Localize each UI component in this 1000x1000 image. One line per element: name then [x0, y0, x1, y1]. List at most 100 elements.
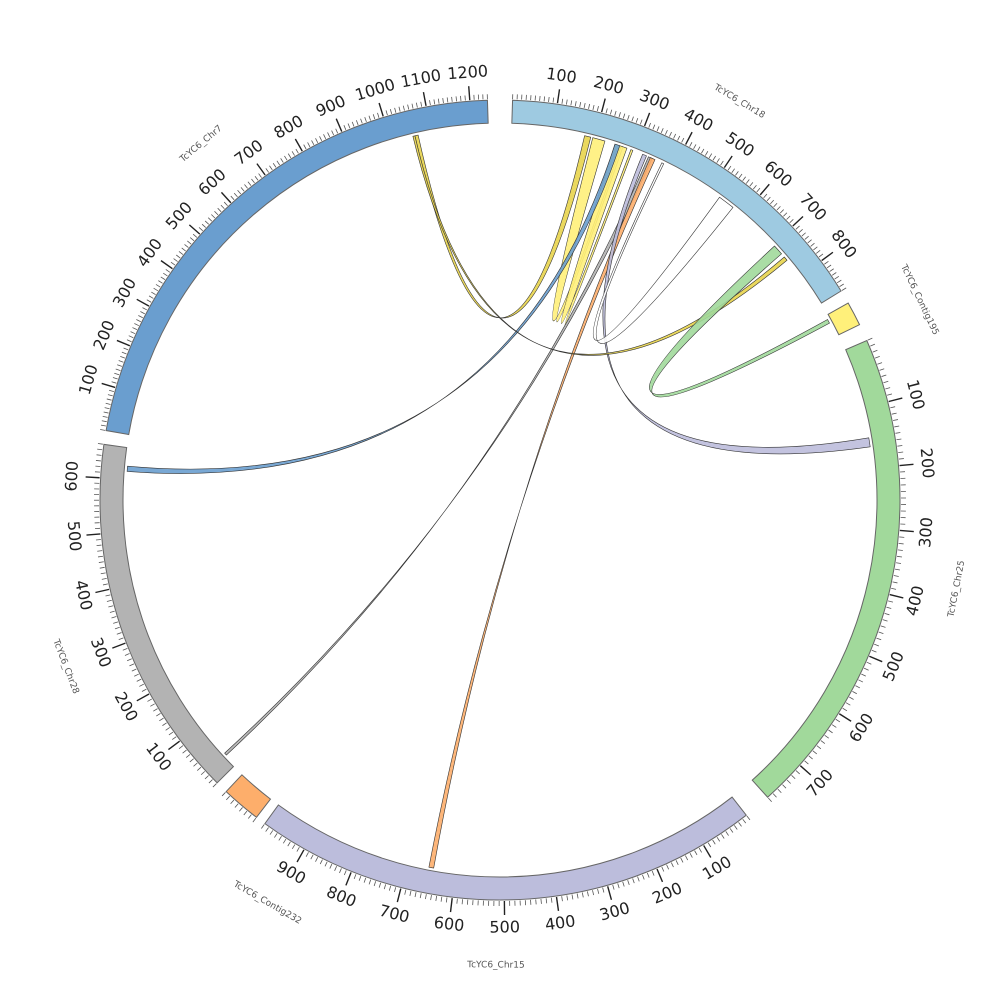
tick-mark: [414, 892, 417, 898]
tick-mark: [185, 754, 191, 758]
segment-label-contig232: TcYC6_Contig232: [231, 879, 303, 927]
tick-label: 100: [903, 378, 929, 412]
tick-label: 100: [699, 852, 735, 884]
tick-mark: [570, 100, 573, 106]
tick-mark: [897, 445, 903, 447]
tick-mark: [789, 219, 794, 224]
tick-mark: [388, 885, 392, 891]
tick-mark: [824, 260, 829, 265]
tick-mark: [343, 870, 347, 876]
ideogram-chr7: [105, 99, 489, 436]
tick-mark: [150, 703, 155, 707]
tick-mark: [698, 847, 702, 853]
tick-label: 400: [71, 578, 96, 612]
tick-label: 100: [75, 362, 102, 397]
tick-mark: [888, 397, 903, 403]
tick-mark: [708, 153, 713, 159]
tick-mark: [605, 108, 608, 114]
tick-mark: [294, 138, 303, 152]
tick-mark: [689, 142, 693, 147]
tick-label: 100: [142, 739, 176, 775]
tick-mark: [116, 632, 122, 635]
tick-mark: [402, 105, 405, 111]
tick-label: 600: [194, 165, 229, 200]
tick-mark: [555, 896, 560, 911]
tick-label: 100: [545, 64, 578, 87]
tick-mark: [287, 153, 292, 159]
tick-mark: [779, 209, 784, 214]
tick-mark: [583, 102, 586, 109]
tick-mark: [310, 854, 314, 860]
tick-mark: [198, 227, 204, 232]
ideogram-chr25: [751, 339, 901, 798]
tick-label: 200: [649, 878, 685, 907]
tick-label: 200: [89, 317, 118, 353]
tick-mark: [451, 96, 453, 102]
tick-mark: [311, 140, 315, 146]
tick-mark: [639, 119, 643, 125]
tick-mark: [734, 825, 738, 830]
tick-label: 400: [133, 235, 166, 271]
tick-mark: [642, 874, 645, 880]
tick-mark: [108, 605, 114, 608]
tick-mark: [783, 212, 788, 217]
tick-mark: [576, 893, 579, 899]
tick-mark: [243, 810, 248, 816]
tick-mark: [872, 349, 878, 353]
tick-mark: [795, 225, 800, 230]
tick-mark: [102, 583, 108, 586]
tick-mark: [550, 897, 553, 903]
tick-mark: [112, 642, 126, 649]
tick-mark: [112, 377, 118, 380]
tick-mark: [171, 736, 177, 740]
tick-mark: [261, 824, 265, 829]
tick-mark: [725, 831, 729, 836]
tick-mark: [581, 892, 584, 898]
tick-mark: [217, 207, 222, 213]
tick-mark: [574, 101, 577, 107]
tick-mark: [95, 588, 110, 594]
tick-mark: [345, 872, 352, 886]
tick-mark: [280, 158, 284, 163]
tick-mark: [727, 165, 732, 171]
tick-mark: [247, 181, 252, 186]
tick-mark: [120, 355, 126, 359]
tick-mark: [440, 896, 443, 902]
tick-mark: [419, 893, 422, 899]
ticks-contig232: [221, 792, 257, 823]
ticks-chr7: [100, 86, 488, 431]
tick-mark: [566, 895, 569, 901]
tick-mark: [880, 625, 886, 628]
tick-mark: [804, 235, 809, 240]
tick-mark: [792, 215, 804, 227]
tick-mark: [826, 264, 832, 269]
tick-mark: [141, 688, 147, 692]
tick-label: 500: [489, 917, 520, 936]
tick-mark: [139, 683, 144, 687]
tick-mark: [265, 168, 270, 173]
ticks-chr15: [261, 815, 751, 915]
tick-mark: [187, 240, 192, 245]
tick-mark: [892, 419, 899, 421]
tick-mark: [660, 128, 664, 134]
tick-mark: [188, 224, 201, 235]
tick-mark: [689, 852, 693, 858]
tick-mark: [372, 114, 376, 120]
tick-label: 700: [231, 136, 267, 169]
tick-mark: [347, 123, 351, 129]
tick-mark: [804, 760, 809, 765]
tick-mark: [265, 827, 269, 832]
tick-mark: [360, 118, 363, 124]
tick-mark: [449, 898, 453, 913]
tick-mark: [548, 96, 550, 102]
tick-mark: [329, 863, 333, 869]
tick-mark: [838, 713, 852, 722]
tick-mark: [874, 643, 879, 647]
tick-mark: [296, 847, 300, 852]
tick-mark: [746, 815, 751, 821]
tick-mark: [165, 269, 171, 273]
tick-mark: [673, 133, 677, 139]
tick-mark: [113, 621, 119, 624]
tick-mark: [282, 838, 287, 844]
tick-label: 700: [796, 189, 831, 224]
